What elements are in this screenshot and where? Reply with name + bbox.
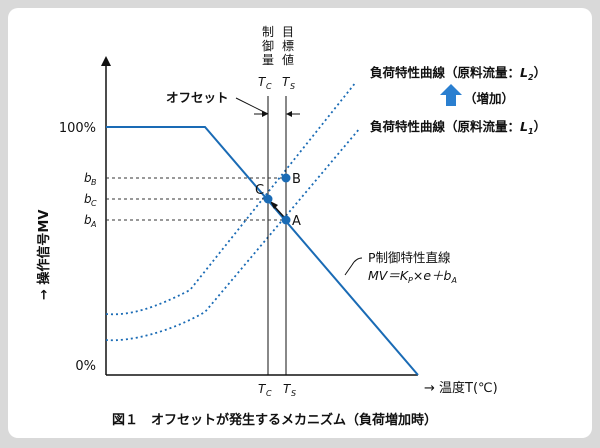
point-a xyxy=(281,215,291,225)
load-curve-l1 xyxy=(105,127,361,342)
svg-text:制: 制 xyxy=(262,25,274,39)
top-ts-label: T S xyxy=(282,75,295,91)
load-curve-l2-label: 負荷特性曲線（原料流量：L2） xyxy=(370,65,546,82)
p-line-formula: MV＝KP×e＋bA xyxy=(368,268,457,285)
y-tick-bc: b C xyxy=(84,192,97,208)
y-axis-arrowhead xyxy=(101,56,111,66)
offset-leader xyxy=(235,97,269,115)
top-tc-label: T C xyxy=(258,75,272,91)
target-value-label: 目 標 値 xyxy=(282,25,294,67)
y-tick-ba: b A xyxy=(84,213,96,229)
svg-text:目: 目 xyxy=(282,25,294,39)
p-line-leader-curve xyxy=(351,257,363,266)
svg-text:標: 標 xyxy=(282,39,294,53)
load-curve-l1-label: 負荷特性曲線（原料流量：L1） xyxy=(370,119,546,136)
svg-text:C: C xyxy=(266,82,272,91)
point-b-label: B xyxy=(292,172,301,187)
control-amount-label: 制 御 量 xyxy=(262,25,274,67)
point-c-label: C xyxy=(255,183,264,198)
offset-arrowhead-right xyxy=(286,111,292,117)
svg-text:b: b xyxy=(84,192,92,206)
svg-text:値: 値 xyxy=(282,52,294,67)
point-b xyxy=(281,173,291,183)
move-arrowhead xyxy=(270,201,278,209)
svg-text:S: S xyxy=(290,82,295,91)
p-line-leader xyxy=(344,264,353,276)
point-a-label: A xyxy=(292,214,301,229)
svg-text:C: C xyxy=(266,389,272,398)
svg-text:量: 量 xyxy=(262,53,274,67)
svg-text:S: S xyxy=(291,389,296,398)
y-axis-label: → 操作信号MV xyxy=(36,210,52,300)
svg-text:→ 操作信号MV: → 操作信号MV xyxy=(36,210,52,300)
y-tick-bb: b B xyxy=(84,171,97,187)
x-axis-label: → 温度T(℃) xyxy=(424,380,498,396)
svg-text:T: T xyxy=(258,75,267,89)
y-tick-0: 0% xyxy=(75,359,96,374)
svg-text:C: C xyxy=(91,199,97,208)
x-tick-tc: T C xyxy=(258,382,272,398)
offset-label: オフセット xyxy=(166,90,229,105)
svg-text:T: T xyxy=(282,75,291,89)
offset-arrowhead-left xyxy=(262,111,268,117)
increase-label: （増加） xyxy=(464,91,514,106)
point-c xyxy=(263,194,273,204)
p-control-line xyxy=(106,126,419,376)
svg-text:b: b xyxy=(84,171,92,185)
svg-text:御: 御 xyxy=(262,38,274,53)
increase-arrow-icon xyxy=(440,84,462,106)
svg-text:b: b xyxy=(84,213,92,227)
svg-text:T: T xyxy=(258,382,267,396)
y-tick-100: 100% xyxy=(59,121,96,136)
figure-caption: 図１ オフセットが発生するメカニズム（負荷増加時） xyxy=(112,412,437,428)
x-tick-ts: T S xyxy=(283,382,296,398)
p-line-title: P制御特性直線 xyxy=(368,250,451,265)
svg-text:A: A xyxy=(90,220,96,229)
load-curve-l2 xyxy=(105,81,357,316)
svg-text:T: T xyxy=(283,382,292,396)
svg-text:B: B xyxy=(91,178,97,187)
